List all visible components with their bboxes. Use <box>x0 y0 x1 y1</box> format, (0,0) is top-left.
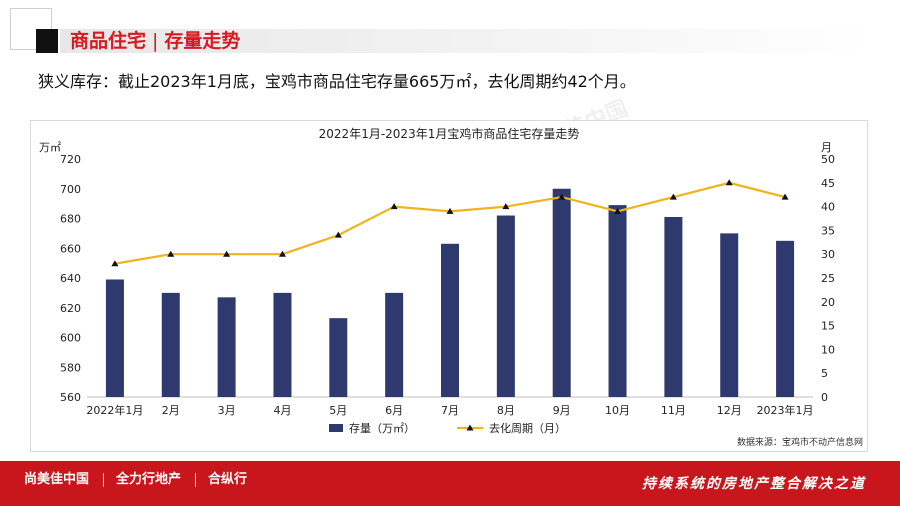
y-left-tick: 700 <box>60 183 81 196</box>
line-point <box>111 260 119 267</box>
line-point <box>781 193 789 200</box>
page-title: 商品住宅 | 存量走势 <box>70 28 240 54</box>
y-left-tick: 560 <box>60 391 81 404</box>
line-point <box>502 203 510 210</box>
line-point <box>390 203 398 210</box>
title-part1: 商品住宅 <box>70 30 147 52</box>
bar-stock <box>273 292 292 397</box>
bar-stock <box>496 215 515 397</box>
footer-divider <box>195 472 197 487</box>
y-right-tick: 5 <box>821 367 828 380</box>
y-left-tick: 720 <box>60 153 81 166</box>
legend-bar-swatch <box>329 424 343 432</box>
data-source: 数据来源：宝鸡市不动产信息网 <box>737 436 863 448</box>
legend-line-marker <box>466 424 474 431</box>
line-point <box>223 250 231 257</box>
bar-stock <box>720 233 739 397</box>
x-tick-label: 2023年1月 <box>757 403 814 417</box>
x-tick-label: 5月 <box>329 404 347 417</box>
bar-stock <box>552 188 571 397</box>
bar-stock <box>329 318 348 397</box>
x-tick-label: 12月 <box>717 404 742 417</box>
summary-text: 狭义库存：截止2023年1月底，宝鸡市商品住宅存量665万㎡，去化周期约42个月… <box>38 72 636 91</box>
y-right-unit: 月 <box>821 141 832 154</box>
y-left-unit: 万㎡ <box>39 141 61 154</box>
x-tick-label: 6月 <box>385 404 403 417</box>
chart-panel: 2022年1月-2023年1月宝鸡市商品住宅存量走势万㎡ 月 560 580 600 62… <box>30 120 868 452</box>
bar-stock <box>608 205 627 397</box>
y-left-tick: 660 <box>60 242 81 255</box>
line-point <box>669 193 677 200</box>
bar-stock <box>776 240 795 397</box>
header-block <box>36 29 58 53</box>
footer-logo-3: 合纵行 <box>208 472 248 487</box>
footer-divider <box>103 472 105 487</box>
line-point <box>278 250 286 257</box>
y-left-tick: 580 <box>60 361 81 374</box>
y-right-tick: 15 <box>821 320 835 333</box>
y-right-tick: 10 <box>821 343 835 356</box>
bar-stock <box>385 292 404 397</box>
footer-slogan: 持续系统的房地产整合解决之道 <box>642 476 866 492</box>
y-right-tick: 25 <box>821 272 835 285</box>
x-tick-label: 7月 <box>441 404 459 417</box>
bar-stock <box>217 297 236 397</box>
bar-stock <box>161 292 180 397</box>
header-bar <box>60 29 872 53</box>
y-right-tick: 40 <box>821 201 835 214</box>
x-tick-label: 2022年1月 <box>86 403 143 417</box>
y-right-tick: 35 <box>821 224 835 237</box>
line-point <box>334 231 342 238</box>
footer-bar <box>0 461 900 506</box>
x-tick-label: 9月 <box>553 404 571 417</box>
x-tick-label: 2月 <box>162 404 180 417</box>
line-point <box>725 179 733 186</box>
chart-title: 2022年1月-2023年1月宝鸡市商品住宅存量走势 <box>319 126 580 141</box>
footer-logos: 尚美佳中国 全力行地产 合纵行 <box>24 468 261 487</box>
y-left-tick: 600 <box>60 332 81 345</box>
footer-logo-1: 尚美佳中国 <box>24 472 90 487</box>
title-part2: 存量走势 <box>164 30 241 52</box>
legend-bar-label: 存量（万㎡） <box>349 421 415 435</box>
y-right-tick: 0 <box>821 391 828 404</box>
bar-stock <box>664 217 683 397</box>
y-right-tick: 45 <box>821 177 835 190</box>
y-right-tick: 30 <box>821 248 835 261</box>
bar-stock <box>105 279 124 397</box>
y-right-tick: 20 <box>821 296 835 309</box>
x-tick-label: 10月 <box>605 404 630 417</box>
bar-stock <box>441 243 459 397</box>
y-left-tick: 620 <box>60 302 81 315</box>
x-tick-label: 8月 <box>497 404 515 417</box>
footer-logo-2: 全力行地产 <box>116 472 182 487</box>
line-point <box>614 207 622 214</box>
x-tick-label: 3月 <box>218 404 236 417</box>
y-left-tick: 640 <box>60 272 81 285</box>
y-right-tick: 50 <box>821 153 835 166</box>
x-tick-label: 4月 <box>273 404 291 417</box>
legend-line-label: 去化周期（月） <box>489 421 566 435</box>
title-separator: | <box>152 30 159 52</box>
line-point <box>558 193 566 200</box>
line-point <box>167 250 175 257</box>
x-tick-label: 11月 <box>661 404 686 417</box>
line-point <box>446 207 454 214</box>
y-left-tick: 680 <box>60 213 81 226</box>
